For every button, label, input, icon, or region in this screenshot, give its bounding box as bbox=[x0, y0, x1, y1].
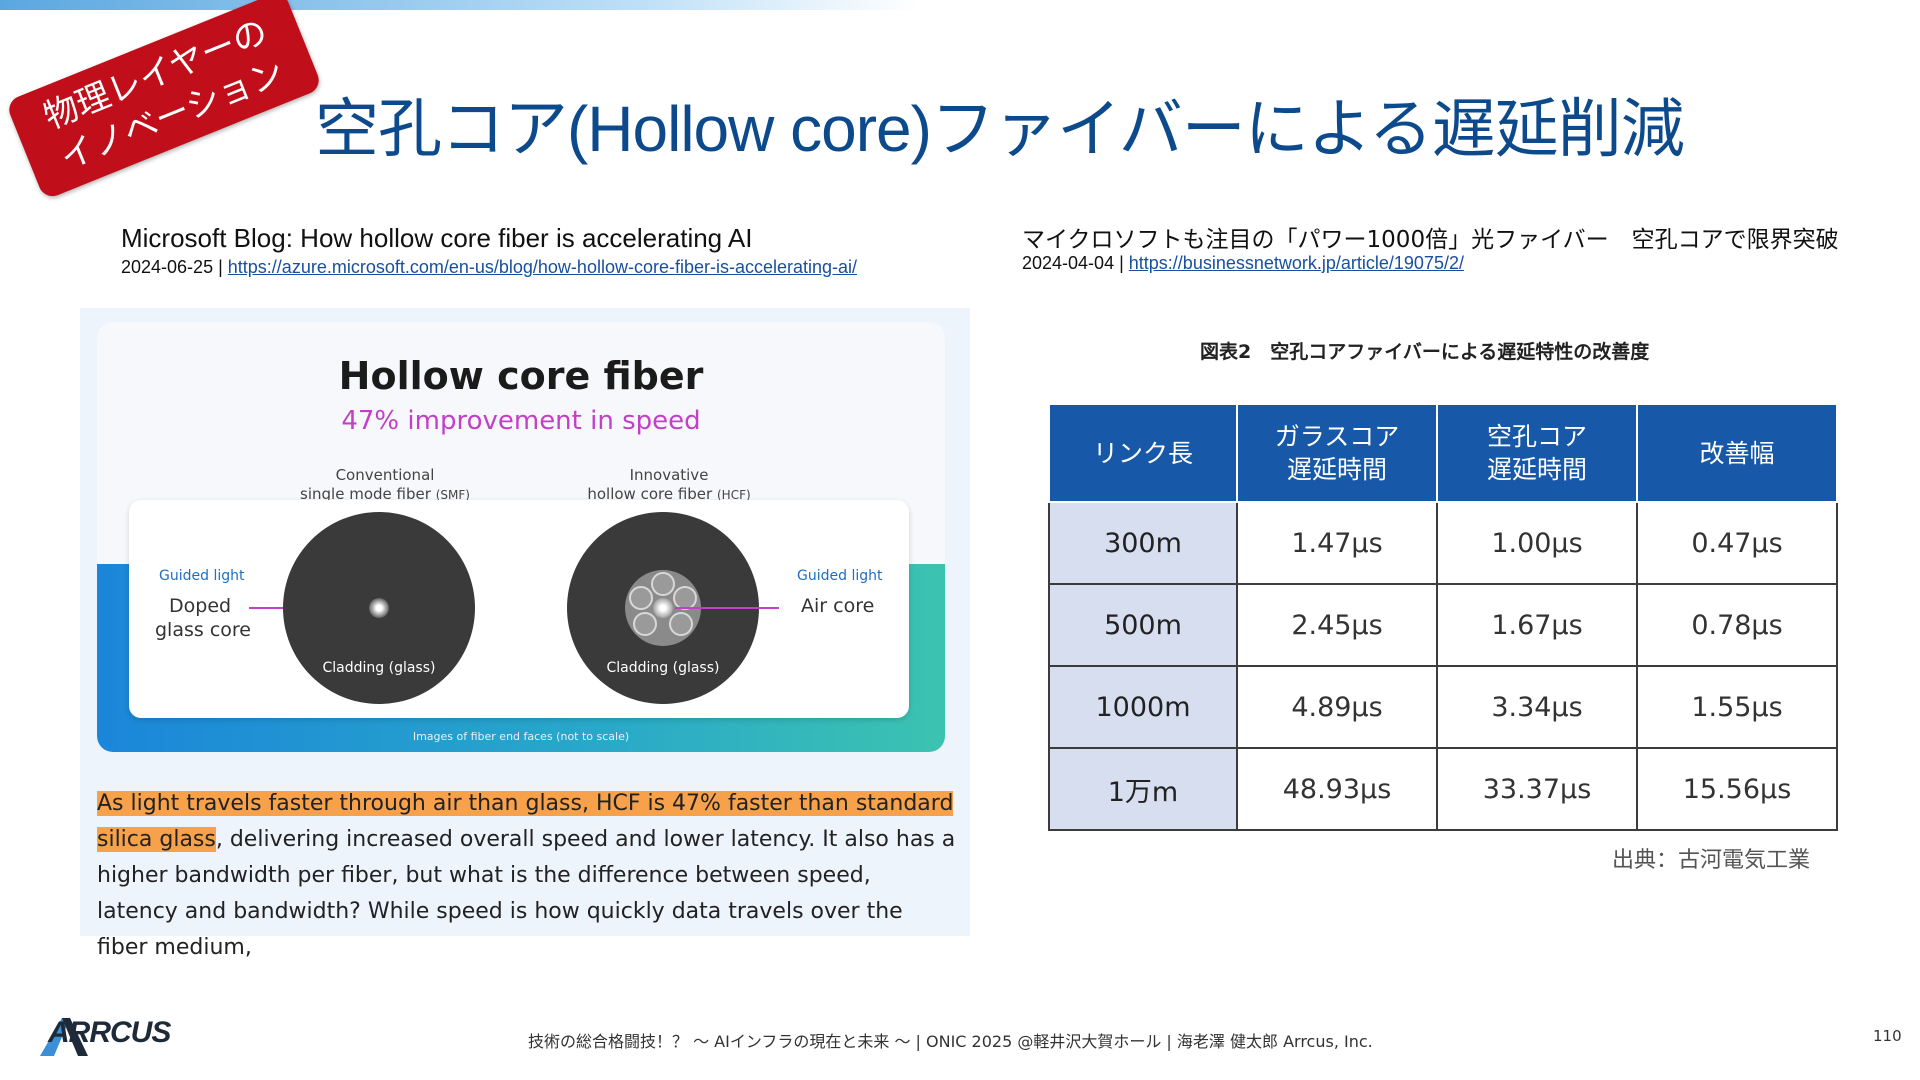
right-source-date: 2024-04-04 | bbox=[1022, 253, 1124, 273]
row-link-length: 300m bbox=[1048, 501, 1238, 585]
right-source-title: マイクロソフトも注目の「パワー1000倍」光ファイバー 空孔コアで限界突破 bbox=[1022, 227, 1839, 253]
table-caption: 図表2 空孔コアファイバーによる遅延特性の改善度 bbox=[1200, 341, 1650, 363]
figure-footnote: Images of fiber end faces (not to scale) bbox=[412, 730, 630, 743]
cell-glass-latency: 4.89μs bbox=[1236, 665, 1438, 749]
col-link-length: リンク長 bbox=[1048, 403, 1238, 503]
doped-core-glow bbox=[369, 598, 389, 618]
paragraph-rest: , delivering increased overall speed and… bbox=[97, 827, 956, 960]
page-number: 110 bbox=[1873, 1027, 1902, 1045]
hcf-label-line2: hollow core fiber bbox=[587, 485, 713, 503]
arrcus-logo-mark bbox=[40, 1018, 88, 1056]
left-source-meta: 2024-06-25 | https://azure.microsoft.com… bbox=[121, 257, 857, 278]
doped-line2: glass core bbox=[155, 619, 251, 641]
top-accent-bar bbox=[0, 0, 920, 10]
col-glass-core-latency: ガラスコア 遅延時間 bbox=[1236, 403, 1438, 503]
smf-guided-light-label: Guided light bbox=[159, 568, 245, 584]
cell-glass-latency: 2.45μs bbox=[1236, 583, 1438, 667]
table-row: 300m 1.47μs 1.00μs 0.47μs bbox=[1048, 501, 1838, 585]
right-source-link[interactable]: https://businessnetwork.jp/article/19075… bbox=[1128, 253, 1464, 273]
hcf-guided-light-label: Guided light bbox=[797, 568, 883, 584]
cell-improvement: 0.78μs bbox=[1636, 583, 1838, 667]
hcf-fiber-disk: Cladding (glass) bbox=[567, 512, 759, 704]
col-hollow-core-latency: 空孔コア 遅延時間 bbox=[1436, 403, 1638, 503]
row-link-length: 1000m bbox=[1048, 665, 1238, 749]
latency-table: リンク長 ガラスコア 遅延時間 空孔コア 遅延時間 改善幅 300m 1.47μ… bbox=[1048, 403, 1838, 831]
hollow-core-structure bbox=[625, 570, 701, 646]
blog-paragraph: As light travels faster through air than… bbox=[97, 786, 957, 966]
row-link-length: 1万m bbox=[1048, 747, 1238, 831]
hollow-core-figure: Hollow core fiber 47% improvement in spe… bbox=[97, 322, 945, 752]
fiber-comparison-panel: Guided light Doped glass core Cladding (… bbox=[129, 500, 909, 718]
smf-cladding-label: Cladding (glass) bbox=[322, 660, 436, 676]
cell-improvement: 15.56μs bbox=[1636, 747, 1838, 831]
figure-title: Hollow core fiber bbox=[338, 354, 704, 398]
capillary-tube bbox=[633, 612, 657, 636]
page-title: 空孔コア(Hollow core)ファイバーによる遅延削減 bbox=[315, 93, 1685, 165]
table-source-note: 出典：古河電気工業 bbox=[1612, 848, 1811, 873]
footer-text: 技術の総合格闘技！？ ～ AIインフラの現在と未来 ～ | ONIC 2025 … bbox=[528, 1032, 1373, 1051]
hcf-label-line1: Innovative bbox=[629, 466, 709, 484]
innovation-badge: 物理レイヤーの イノベーション bbox=[5, 0, 323, 201]
cell-improvement: 0.47μs bbox=[1636, 501, 1838, 585]
blog-excerpt-panel: Hollow core fiber 47% improvement in spe… bbox=[80, 308, 970, 960]
row-link-length: 500m bbox=[1048, 583, 1238, 667]
left-source-link[interactable]: https://azure.microsoft.com/en-us/blog/h… bbox=[227, 257, 858, 277]
cell-improvement: 1.55μs bbox=[1636, 665, 1838, 749]
left-source-date: 2024-06-25 | bbox=[121, 257, 223, 277]
capillary-tube bbox=[669, 612, 693, 636]
cell-hollow-latency: 3.34μs bbox=[1436, 665, 1638, 749]
cell-hollow-latency: 1.67μs bbox=[1436, 583, 1638, 667]
arrcus-logo-text: ARRCUS bbox=[48, 1016, 171, 1049]
right-source-meta: 2024-04-04 | https://businessnetwork.jp/… bbox=[1022, 253, 1464, 274]
cell-hollow-latency: 1.00μs bbox=[1436, 501, 1638, 585]
hcf-abbr: (HCF) bbox=[716, 488, 751, 502]
left-source-title: Microsoft Blog: How hollow core fiber is… bbox=[121, 223, 753, 253]
air-core-glow bbox=[653, 598, 673, 618]
cell-glass-latency: 48.93μs bbox=[1236, 747, 1438, 831]
doped-core-label: Doped glass core bbox=[155, 594, 251, 642]
capillary-tube bbox=[629, 586, 653, 610]
col-improvement: 改善幅 bbox=[1636, 403, 1838, 503]
hcf-cladding-label: Cladding (glass) bbox=[606, 660, 720, 676]
hcf-label: Innovative hollow core fiber (HCF) bbox=[551, 466, 787, 505]
figure-subtitle: 47% improvement in speed bbox=[341, 406, 701, 436]
table-row: 1万m 48.93μs 33.37μs 15.56μs bbox=[1048, 747, 1838, 831]
smf-label-line2: single mode fiber bbox=[300, 485, 431, 503]
smf-label: Conventional single mode fiber (SMF) bbox=[267, 466, 503, 505]
capillary-tube bbox=[673, 586, 697, 610]
cell-hollow-latency: 33.37μs bbox=[1436, 747, 1638, 831]
cell-glass-latency: 1.47μs bbox=[1236, 501, 1438, 585]
table-row: 1000m 4.89μs 3.34μs 1.55μs bbox=[1048, 665, 1838, 749]
smf-label-line1: Conventional bbox=[335, 466, 435, 484]
table-row: 500m 2.45μs 1.67μs 0.78μs bbox=[1048, 583, 1838, 667]
hcf-light-arrow bbox=[675, 607, 779, 609]
doped-line1: Doped bbox=[169, 595, 232, 617]
capillary-tube bbox=[651, 572, 675, 596]
smf-fiber-disk: Cladding (glass) bbox=[283, 512, 475, 704]
air-core-label: Air core bbox=[801, 595, 875, 617]
smf-abbr: (SMF) bbox=[435, 488, 470, 502]
